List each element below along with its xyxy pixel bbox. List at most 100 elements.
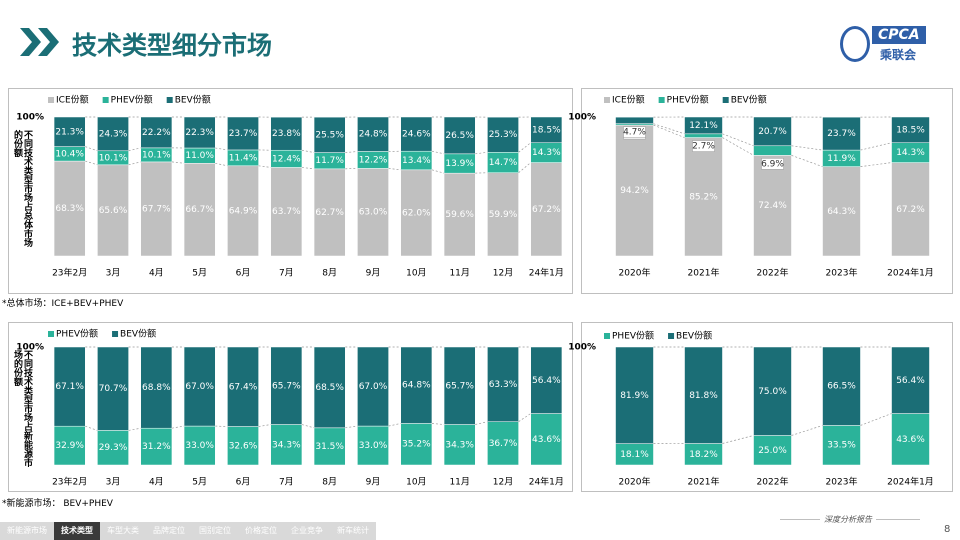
data-label: 31.5% — [315, 442, 344, 452]
bar-segment — [140, 116, 173, 149]
bar-segment — [357, 116, 389, 152]
data-label: 65.7% — [272, 381, 301, 391]
legend-swatch — [604, 97, 610, 103]
x-tick-label: 23年2月 — [52, 476, 87, 488]
connector — [791, 425, 823, 436]
connector — [85, 160, 98, 166]
x-tick-label: 2020年 — [619, 267, 651, 279]
bar-segment — [822, 346, 861, 426]
data-label: 24.3% — [99, 129, 128, 139]
data-label: 33.5% — [827, 441, 856, 451]
bar-segment — [891, 116, 930, 143]
panel — [8, 322, 573, 492]
legend-label: BEV份额 — [120, 328, 156, 340]
page-title: 技术类型细分市场 — [72, 31, 273, 60]
bar-segment — [891, 413, 930, 466]
x-tick-label: 2023年 — [826, 267, 858, 279]
bar-segment — [615, 346, 654, 444]
data-label: 81.8% — [689, 391, 718, 401]
legend-swatch — [112, 331, 119, 337]
bar-segment — [140, 427, 173, 466]
legend-swatch — [658, 97, 665, 103]
bar-segment — [313, 168, 346, 257]
x-tick-label: 5月 — [192, 268, 207, 279]
bar-segment — [270, 424, 303, 466]
bar-segment — [227, 346, 259, 427]
data-label: 23.8% — [272, 129, 301, 139]
bar-segment — [753, 435, 792, 466]
nav-tab[interactable]: 新能源市场 — [7, 526, 47, 535]
bar-segment — [891, 346, 930, 414]
data-label: 63.0% — [359, 208, 388, 218]
data-label: 62.0% — [402, 208, 431, 218]
label-box — [761, 158, 784, 170]
data-label: 65.6% — [99, 206, 128, 216]
x-tick-label: 2024年1月 — [887, 267, 934, 279]
nav-tab[interactable]: 企业竞争 — [291, 526, 323, 535]
connector — [722, 133, 754, 147]
logo: CPCA — [872, 26, 926, 44]
nav-tab[interactable]: 技术类型 — [54, 522, 100, 540]
connector — [431, 169, 445, 174]
connector — [171, 161, 185, 164]
bar-segment — [487, 346, 519, 422]
x-tick-label: 11月 — [449, 477, 469, 488]
bar-segment — [183, 163, 216, 257]
nav-tab[interactable]: 新车统计 — [337, 526, 369, 535]
data-label: 68.3% — [55, 204, 84, 214]
legend-swatch — [604, 333, 610, 339]
connector — [388, 168, 401, 171]
connector — [518, 142, 531, 153]
legend-label: PHEV份额 — [111, 94, 153, 106]
data-label: 10.1% — [99, 153, 128, 163]
bar-segment — [400, 346, 433, 424]
bar-segment — [53, 116, 86, 147]
chevrons — [20, 28, 59, 56]
connector — [85, 146, 98, 152]
nav-tab[interactable]: 车型大类 — [107, 526, 139, 535]
bar-segment — [684, 116, 723, 135]
data-label: 12.1% — [689, 121, 718, 131]
connector — [215, 162, 228, 167]
page-number: 8 — [944, 524, 951, 535]
legend-swatch — [48, 331, 54, 337]
connector — [345, 425, 358, 429]
connector — [215, 147, 228, 151]
connector — [85, 425, 98, 431]
bar-segment — [183, 116, 216, 149]
data-label: 67.4% — [229, 382, 258, 392]
data-label: 85.2% — [689, 192, 718, 202]
data-label: 67.2% — [532, 205, 561, 215]
connector — [171, 425, 185, 429]
x-tick-label: 6月 — [236, 268, 251, 279]
x-tick-label: 7月 — [279, 268, 294, 279]
nav-tab[interactable]: 价格定位 — [245, 526, 277, 535]
data-label: 23.7% — [229, 129, 258, 139]
data-label: 10.1% — [142, 150, 171, 160]
logo-subtitle: 乘联会 — [880, 48, 917, 62]
data-label: 6.9% — [761, 159, 784, 169]
nav-tab[interactable]: 品牌定位 — [153, 526, 185, 535]
footnote: *总体市场：ICE+BEV+PHEV — [2, 299, 124, 309]
bar-segment — [443, 346, 476, 425]
connector — [653, 123, 685, 135]
x-tick-label: 7月 — [279, 477, 294, 488]
bar-segment — [530, 413, 563, 466]
x-tick-label: 8月 — [322, 268, 337, 279]
connector — [258, 165, 271, 168]
bar-segment — [487, 116, 519, 153]
data-label: 14.3% — [896, 148, 925, 158]
data-label: 25.5% — [315, 130, 344, 140]
x-tick-label: 2021年 — [688, 476, 720, 488]
connector — [431, 150, 445, 155]
data-label: 36.7% — [489, 439, 518, 449]
connector — [653, 124, 685, 138]
nav-tab[interactable]: 国别定位 — [199, 526, 231, 535]
legend-label: PHEV份额 — [612, 330, 654, 342]
data-label: 59.9% — [489, 210, 518, 220]
bar-segment — [97, 164, 129, 257]
x-tick-label: 10月 — [406, 268, 426, 279]
x-tick-label: 5月 — [192, 477, 207, 488]
connector — [431, 423, 445, 425]
data-label: 29.3% — [99, 443, 128, 453]
